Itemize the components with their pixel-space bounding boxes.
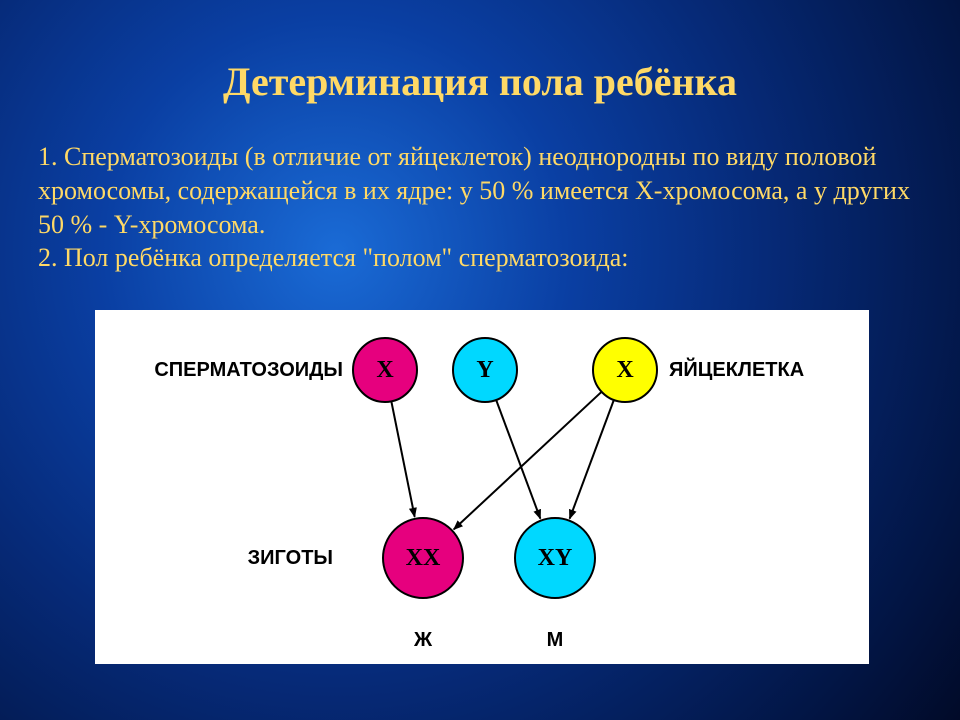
label-sperm: СПЕРМАТОЗОИДЫ xyxy=(154,359,343,381)
node-label-zyg_xy: XY xyxy=(538,545,573,571)
body-line-1: 1. Сперматозоиды (в отличие от яйцеклето… xyxy=(38,140,922,241)
label-male: М xyxy=(547,629,564,651)
label-egg: ЯЙЦЕКЛЕТКА xyxy=(669,357,804,381)
label-female: Ж xyxy=(413,629,433,651)
slide-title: Детерминация пола ребёнка xyxy=(0,58,960,105)
node-label-egg_x: X xyxy=(616,357,634,383)
edge xyxy=(391,401,414,516)
diagram: XYXXXXY СПЕРМАТОЗОИДЫЯЙЦЕКЛЕТКАЗИГОТЫЖМ xyxy=(95,310,869,664)
edge xyxy=(496,400,540,519)
body-line-2: 2. Пол ребёнка определяется "полом" спер… xyxy=(38,241,922,275)
body-text: 1. Сперматозоиды (в отличие от яйцеклето… xyxy=(38,140,922,275)
edge xyxy=(454,392,602,530)
edge xyxy=(570,400,614,519)
diagram-svg: XYXXXXY СПЕРМАТОЗОИДЫЯЙЦЕКЛЕТКАЗИГОТЫЖМ xyxy=(95,310,869,664)
label-zygotes: ЗИГОТЫ xyxy=(248,547,333,569)
node-label-sperm_x: X xyxy=(376,357,394,383)
slide: Детерминация пола ребёнка 1. Сперматозои… xyxy=(0,0,960,720)
node-label-zyg_xx: XX xyxy=(406,545,441,571)
node-label-sperm_y: Y xyxy=(476,357,493,383)
